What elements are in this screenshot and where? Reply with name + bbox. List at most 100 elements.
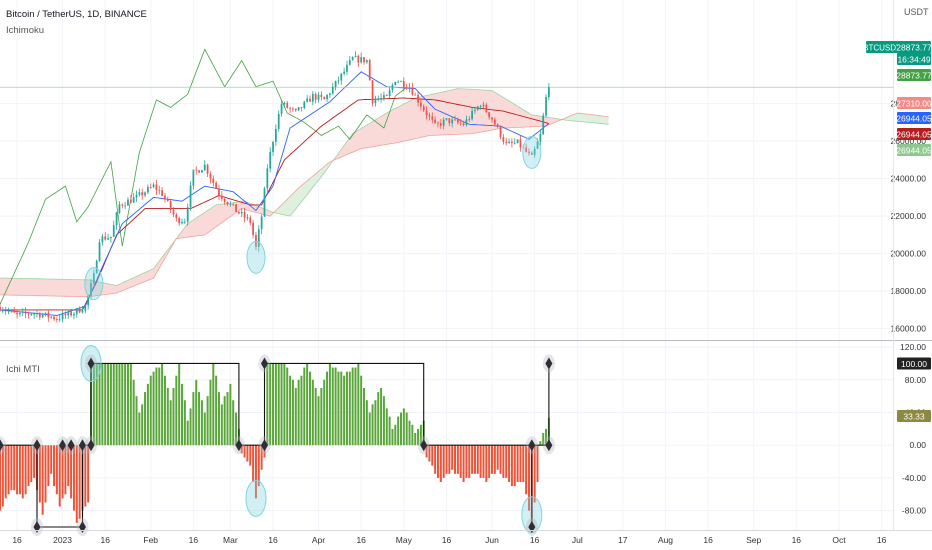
mti-bar-positive: [149, 375, 152, 446]
candle-up: [468, 119, 471, 120]
candle-down: [164, 195, 166, 199]
candle-down: [439, 123, 442, 126]
mti-bar-positive: [215, 375, 218, 446]
mti-legend[interactable]: Ichi MTI: [6, 364, 40, 375]
mti-bar-negative: [465, 445, 468, 478]
candle-down: [0, 307, 1, 311]
mti-bar-positive: [337, 371, 340, 446]
mti-bar-negative: [434, 445, 437, 474]
mti-bar-positive: [101, 363, 104, 446]
mti-bar-positive: [417, 428, 420, 446]
mti-bar-positive: [163, 375, 166, 446]
time-tick-label: May: [396, 535, 413, 545]
mti-bar-negative: [499, 445, 502, 474]
mti-bar-negative: [75, 445, 78, 523]
candle-down: [493, 119, 496, 125]
candle-up: [1, 310, 4, 312]
mti-bar-negative: [21, 445, 24, 499]
candle-down: [158, 189, 161, 191]
badge-background: [866, 41, 898, 53]
mti-bar-positive: [144, 392, 147, 446]
candle-down: [502, 137, 505, 142]
mti-bar-positive: [363, 387, 366, 446]
candle-down: [235, 204, 237, 212]
candle-down: [437, 122, 439, 124]
mti-bar-negative: [491, 445, 493, 474]
mti-bar-negative: [445, 445, 448, 474]
mti-bar-negative: [41, 445, 44, 515]
candle-up: [380, 97, 382, 100]
candle-up: [377, 99, 380, 100]
mti-bar-positive: [326, 371, 329, 446]
mti-bar-positive: [129, 363, 132, 446]
candle-up: [61, 313, 64, 320]
mti-bar-positive: [98, 363, 101, 446]
candle-down: [38, 312, 41, 318]
candle-down: [223, 198, 226, 202]
mti-bar-negative: [525, 445, 528, 495]
mti-bar-positive: [308, 371, 311, 446]
candle-down: [511, 141, 513, 144]
candle-down: [70, 311, 72, 316]
mti-bar-negative: [240, 445, 243, 454]
mti-bar-negative: [496, 445, 499, 470]
candle-up: [329, 93, 331, 96]
badge-background: [897, 41, 931, 53]
mti-bar-positive: [303, 367, 306, 446]
mti-bar-positive: [388, 416, 391, 446]
candle-up: [21, 311, 24, 313]
badge-background: [897, 97, 931, 109]
candle-up: [44, 312, 47, 315]
mti-bar-negative: [61, 445, 64, 499]
signal-diamond: [0, 439, 4, 452]
mti-bar-positive: [340, 371, 343, 446]
price-tick-label: 26000.00: [891, 136, 927, 146]
candle-up: [189, 185, 192, 208]
mti-bar-negative: [50, 445, 53, 474]
mti-bar-positive: [169, 400, 172, 446]
mti-bars: [0, 362, 550, 528]
time-tick-label: Mar: [223, 535, 238, 545]
mti-bar-negative: [508, 445, 511, 483]
signal-diamond: [528, 439, 536, 452]
mti-bar-positive: [124, 363, 127, 446]
ichimoku-legend[interactable]: Ichimoku: [6, 25, 44, 36]
candle-down: [292, 108, 294, 110]
candle-down: [209, 173, 212, 179]
candle-down: [232, 203, 235, 205]
mti-bar-positive: [206, 396, 209, 446]
candle-down: [16, 312, 18, 315]
mti-bar-positive: [118, 363, 121, 446]
signal-diamond: [235, 439, 243, 452]
signal-diamond: [78, 439, 86, 452]
mti-bar-positive: [368, 412, 371, 446]
mti-bar-positive: [92, 363, 95, 446]
mti-bar-positive: [135, 396, 138, 446]
badge-value: 33.33: [903, 411, 925, 421]
price-axis-badge-chikou: 28873.77: [896, 69, 932, 81]
time-tick-label: Jun: [485, 535, 499, 545]
time-tick-label: 16: [703, 535, 713, 545]
mti-bar-negative: [246, 445, 249, 462]
candle-up: [92, 273, 95, 284]
candle-up: [283, 102, 286, 105]
price-tick-label: 20000.00: [891, 249, 927, 259]
mti-bar-negative: [70, 445, 73, 499]
candle-up: [303, 101, 306, 109]
candle-down: [13, 310, 16, 313]
candle-down: [488, 112, 491, 118]
candle-up: [272, 141, 274, 152]
candle-down: [357, 55, 360, 63]
mti-bar-positive: [212, 363, 215, 446]
candle-up: [84, 305, 87, 311]
time-tick-label: 16: [12, 535, 22, 545]
candle-down: [220, 195, 223, 199]
candlesticks[interactable]: [0, 51, 550, 323]
mti-bar-negative: [471, 445, 474, 474]
candle-down: [405, 87, 408, 89]
mti-bar-positive: [141, 404, 144, 446]
candle-down: [4, 310, 7, 312]
price-axis-badge-kijun: 26944.05: [896, 128, 932, 140]
candle-up: [280, 104, 283, 114]
